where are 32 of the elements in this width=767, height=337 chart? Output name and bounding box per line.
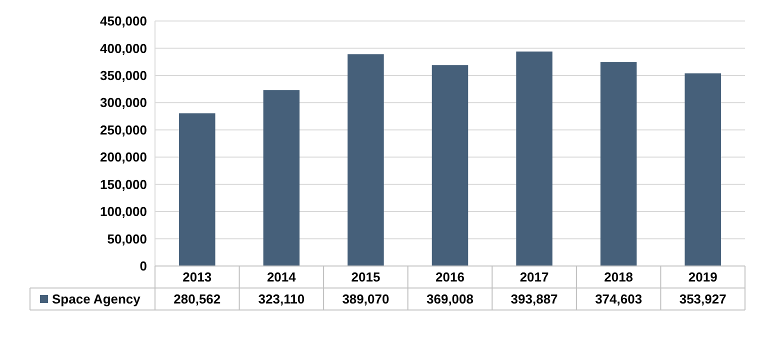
x-tick-label: 2015: [351, 270, 380, 285]
data-label: 389,070: [342, 292, 390, 307]
bar: [263, 90, 300, 266]
y-tick-label: 50,000: [107, 231, 147, 246]
y-tick-label: 400,000: [100, 40, 147, 56]
data-label: 353,927: [679, 292, 726, 307]
y-tick-label: 350,000: [100, 68, 147, 83]
x-tick-label: 2018: [604, 270, 634, 285]
y-tick-label: 250,000: [100, 122, 147, 138]
y-tick-label: 450,000: [100, 14, 147, 29]
data-label: 369,008: [426, 292, 474, 307]
x-tick-label: 2013: [182, 270, 212, 285]
bar: [600, 62, 637, 266]
bar: [684, 73, 721, 266]
y-tick-label: 200,000: [100, 150, 147, 165]
data-label: 393,887: [510, 292, 558, 307]
x-tick-label: 2016: [436, 270, 464, 285]
bar: [348, 54, 384, 266]
bar: [179, 113, 216, 266]
legend-label: Space Agency: [52, 292, 142, 307]
bar: [432, 65, 468, 266]
data-label: 323,110: [258, 292, 305, 307]
bar: [516, 52, 552, 266]
data-label: 280,562: [174, 292, 221, 307]
data-label: 374,603: [595, 292, 642, 307]
y-tick-label: 100,000: [100, 204, 147, 220]
x-tick-label: 2017: [520, 270, 549, 285]
y-tick-label: 0: [140, 258, 147, 274]
x-tick-label: 2014: [266, 270, 297, 285]
y-tick-label: 150,000: [100, 176, 147, 192]
x-tick-label: 2019: [688, 270, 718, 285]
y-tick-label: 300,000: [100, 95, 147, 110]
